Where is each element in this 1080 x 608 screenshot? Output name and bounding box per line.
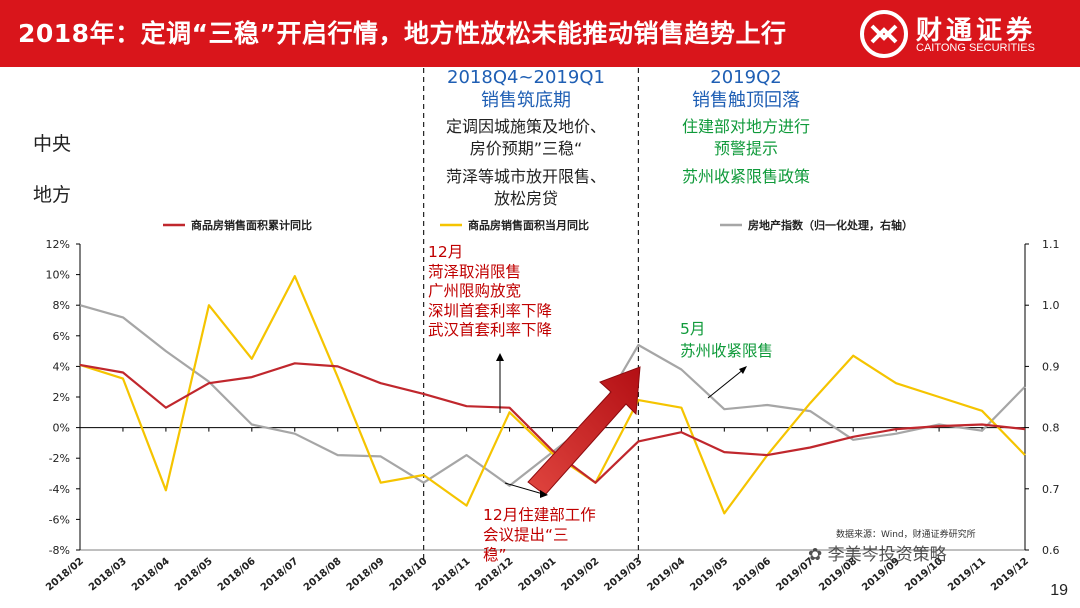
left-tick-label: -2% xyxy=(49,452,70,465)
x-tick-label: 2019/03 xyxy=(602,556,644,594)
period2-central-1: 住建部对地方进行 xyxy=(681,117,810,136)
annotation-dec-1: 12月 xyxy=(428,243,464,261)
x-tick-label: 2018/02 xyxy=(44,556,86,594)
period1-local-1: 菏泽等城市放开限售、 xyxy=(445,167,606,186)
x-tick-label: 2018/07 xyxy=(259,556,301,594)
right-tick-label: 0.7 xyxy=(1042,483,1060,496)
left-tick-label: -8% xyxy=(49,544,70,557)
right-tick-label: 0.6 xyxy=(1042,544,1060,557)
header-bar: 2018年：定调“三稳”开启行情，地方性放松未能推动销售趋势上行 财通证券 CA… xyxy=(0,0,1080,67)
x-tick-label: 2019/04 xyxy=(645,556,687,594)
annotation-dec-5: 武汉首套利率下降 xyxy=(428,321,553,339)
arrowhead-dec xyxy=(496,353,504,361)
row-label-local: 地方 xyxy=(33,184,72,206)
period1-title: 2018Q4~2019Q1 xyxy=(447,67,605,88)
annotation-dec-4: 深圳首套利率下降 xyxy=(428,301,553,320)
annotation-arrow-may xyxy=(707,368,745,399)
annotation-may-2: 苏州收紧限售 xyxy=(680,342,774,360)
annotation-may: 5月 苏州收紧限售 xyxy=(680,318,773,362)
slide-title: 2018年：定调“三稳”开启行情，地方性放松未能推动销售趋势上行 xyxy=(18,19,787,48)
legend-label-0: 商品房销售面积累计同比 xyxy=(191,218,312,232)
legend-label-1: 商品房销售面积当月同比 xyxy=(468,218,589,232)
period2-subtitle: 销售触顶回落 xyxy=(692,90,800,111)
right-tick-label: 1.1 xyxy=(1042,238,1060,251)
arrowhead-may xyxy=(739,366,747,374)
x-tick-label: 2019/06 xyxy=(731,556,773,594)
x-tick-label: 2018/06 xyxy=(216,556,258,594)
left-tick-label: 10% xyxy=(46,269,70,282)
annotation-dec-meeting: 12月住建部工作 会议提出“三 稳” xyxy=(483,505,596,565)
wechat-icon: ✿ xyxy=(808,545,823,565)
x-tick-label: 2018/05 xyxy=(173,556,215,594)
logo-icon xyxy=(860,10,908,58)
logo-text-cn: 财通证券 xyxy=(916,16,1037,46)
annotation-meeting-2: 会议提出“三 xyxy=(483,526,569,544)
period1-local-2: 放松房贷 xyxy=(493,189,558,208)
left-tick-label: 6% xyxy=(53,330,70,343)
x-tick-label: 2018/11 xyxy=(431,556,473,594)
period1-central-1: 定调因城施策及地价、 xyxy=(445,117,606,136)
series-line-0 xyxy=(79,362,1026,484)
annotation-may-1: 5月 xyxy=(680,320,706,338)
right-tick-label: 0.8 xyxy=(1042,422,1060,435)
x-tick-label: 2018/04 xyxy=(130,556,172,594)
period1-block: 2018Q4~2019Q1 销售筑底期 定调因城施策及地价、 房价预期”三稳“ … xyxy=(420,66,632,210)
x-tick-label: 2019/05 xyxy=(688,556,730,594)
watermark-text: 李美岑投资策略 xyxy=(827,545,947,565)
x-tick-label: 2018/10 xyxy=(388,556,430,594)
period2-title: 2019Q2 xyxy=(710,67,782,88)
left-tick-label: 0% xyxy=(53,422,70,435)
left-tick-label: 8% xyxy=(53,299,70,312)
annotation-december-policies: 12月 菏泽取消限售 广州限购放宽 深圳首套利率下降 武汉首套利率下降 xyxy=(428,243,552,341)
left-tick-label: -4% xyxy=(49,483,70,496)
data-source: 数据来源：Wind，财通证券研究所 xyxy=(836,530,976,540)
x-tick-label: 2018/03 xyxy=(87,556,129,594)
right-tick-label: 0.9 xyxy=(1042,360,1060,373)
left-tick-label: 2% xyxy=(53,391,70,404)
arrowhead-meeting xyxy=(540,490,548,498)
watermark: ✿ 李美岑投资策略 xyxy=(808,540,947,565)
left-tick-label: -6% xyxy=(49,513,70,526)
period1-central-2: 房价预期”三稳“ xyxy=(469,139,583,158)
period2-central-2: 预警提示 xyxy=(713,139,778,158)
annotation-meeting-1: 12月住建部工作 xyxy=(483,506,596,524)
annotation-meeting-3: 稳” xyxy=(483,546,507,564)
annotation-arrow-meeting xyxy=(504,482,544,495)
page-number: 19 xyxy=(1050,582,1068,599)
x-tick-label: 2019/12 xyxy=(989,556,1031,594)
company-logo: 财通证券 CAITONG SECURITIES xyxy=(858,8,1073,60)
x-tick-label: 2018/09 xyxy=(345,556,387,594)
left-tick-label: 12% xyxy=(46,238,70,251)
period1-subtitle: 销售筑底期 xyxy=(481,90,571,111)
legend-label-2: 房地产指数（归一化处理，右轴） xyxy=(748,218,913,232)
annotation-dec-2: 菏泽取消限售 xyxy=(428,262,522,281)
period2-block: 2019Q2 销售触顶回落 住建部对地方进行 预警提示 苏州收紧限售政策 xyxy=(640,66,852,188)
annotation-dec-3: 广州限购放宽 xyxy=(428,282,522,300)
logo-text-en: CAITONG SECURITIES xyxy=(916,42,1035,54)
x-tick-label: 2018/08 xyxy=(302,556,344,594)
trend-arrow xyxy=(527,366,641,496)
right-tick-label: 1.0 xyxy=(1042,299,1060,312)
period2-local-1: 苏州收紧限售政策 xyxy=(681,167,810,186)
row-label-central: 中央 xyxy=(33,133,72,155)
x-tick-label: 2019/11 xyxy=(946,556,988,594)
left-tick-label: 4% xyxy=(53,360,70,373)
